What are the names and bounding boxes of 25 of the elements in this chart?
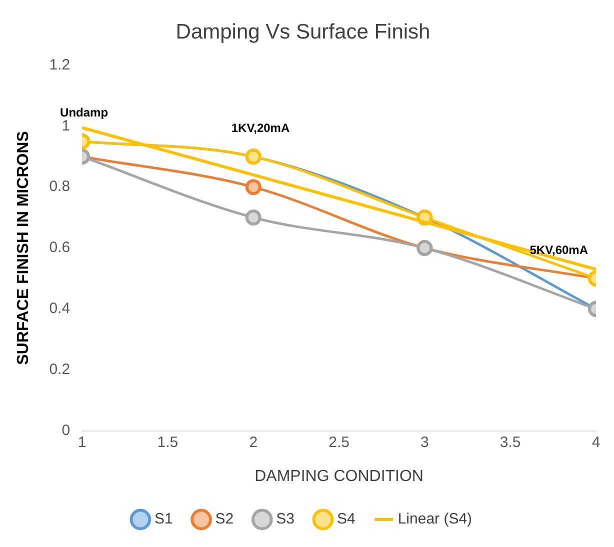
x-tick-label: 1	[78, 434, 86, 451]
y-tick-label: 1.2	[49, 56, 70, 74]
chart-title: Damping Vs Surface Finish	[176, 20, 430, 44]
legend-label: Linear (S4)	[398, 510, 472, 528]
annotation: 1KV,20mA	[231, 120, 290, 135]
x-axis-title: DAMPING CONDITION	[254, 468, 424, 485]
x-tick-label: 2.5	[328, 434, 350, 451]
y-tick-label: 0.4	[49, 300, 70, 318]
legend-label: S3	[276, 510, 295, 528]
x-tick-label: 2	[249, 434, 258, 451]
y-tick-label: 0.2	[49, 361, 70, 378]
annotation: 5KV,60mA	[530, 242, 588, 257]
x-tick-label: 1.5	[157, 434, 178, 451]
y-tick-label: 0.8	[49, 178, 70, 196]
y-tick-label: 1	[62, 117, 70, 134]
x-tick-label: 3.5	[500, 434, 521, 451]
legend-label: S4	[336, 510, 356, 528]
legend-label: S2	[215, 510, 234, 528]
y-tick-label: 0	[62, 422, 70, 439]
y-axis-title: SURFACE FINISH IN MICRONS	[15, 130, 32, 365]
x-tick-label: 4	[592, 434, 600, 451]
y-tick-label: 0.6	[49, 239, 70, 256]
x-tick-label: 3	[420, 434, 429, 451]
annotation: Undamp	[60, 106, 108, 120]
legend-label: S1	[154, 510, 173, 528]
